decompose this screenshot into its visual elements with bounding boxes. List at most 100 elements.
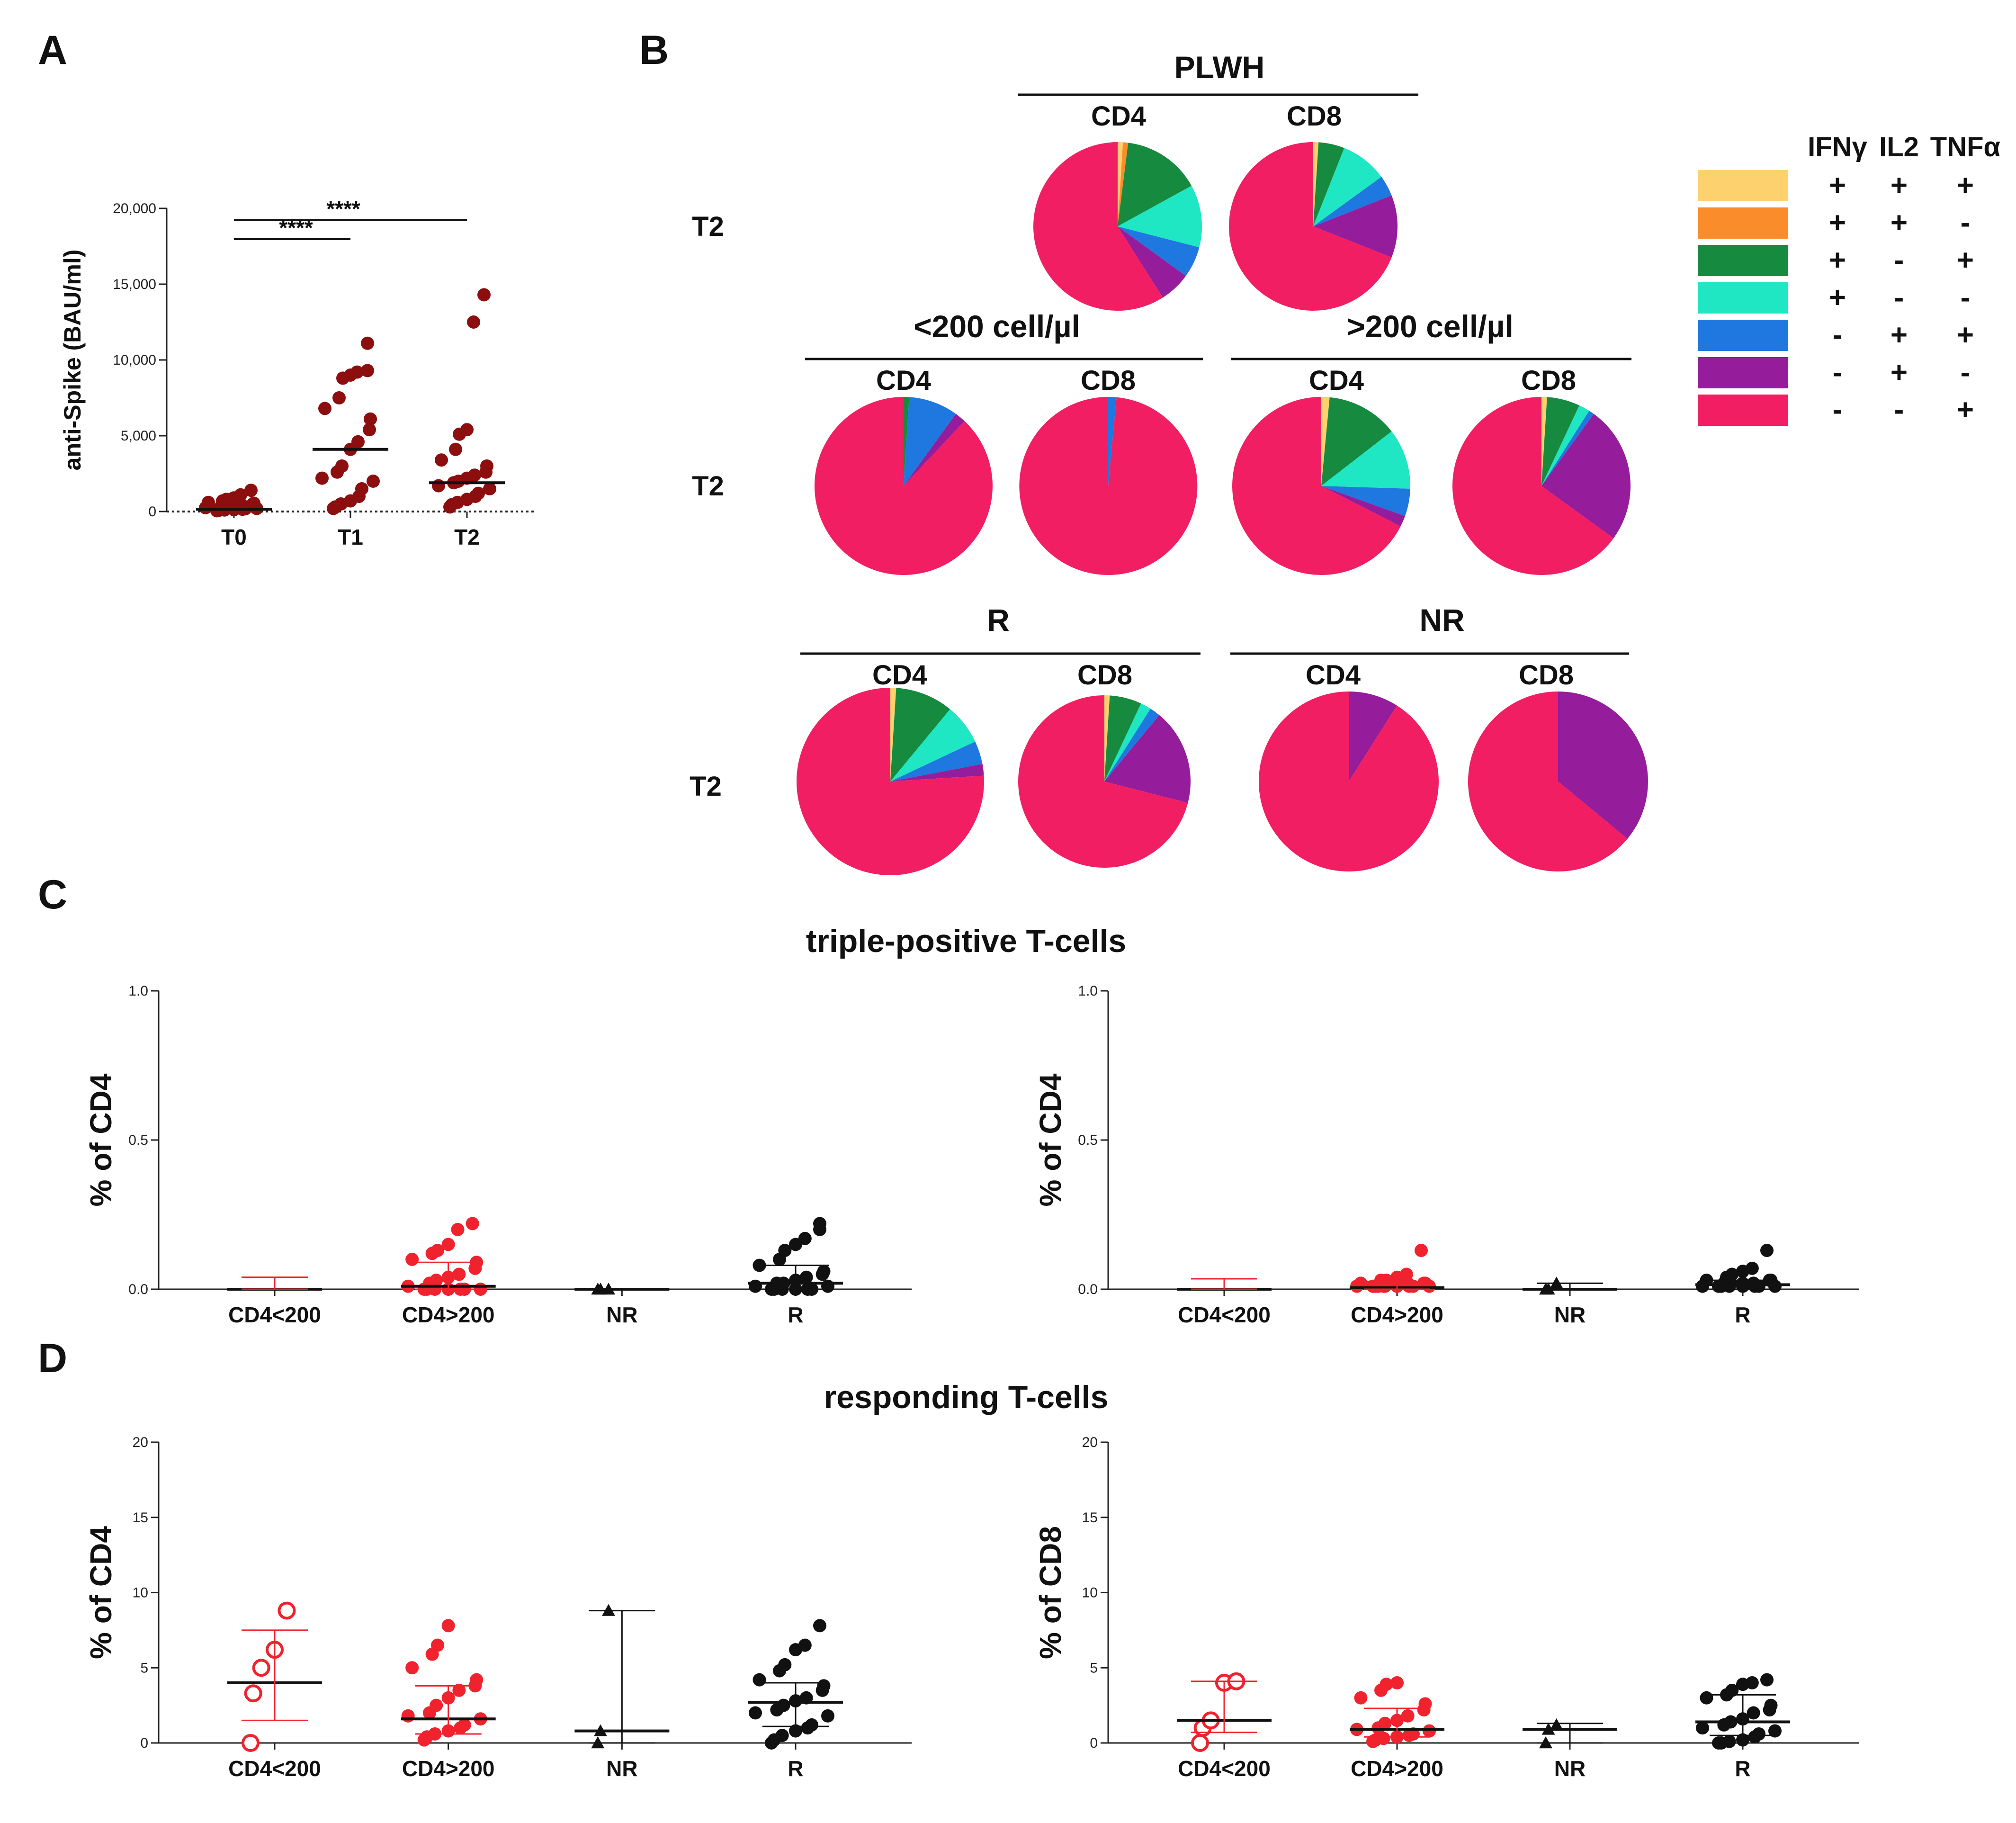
pie-slice: [890, 688, 896, 781]
y-tick-label: 0.5: [1078, 1132, 1098, 1148]
data-point: [1745, 1261, 1759, 1275]
data-point: [361, 364, 374, 377]
data-point: [1760, 1673, 1774, 1687]
data-point: [367, 475, 380, 488]
data-point: [432, 479, 445, 493]
legend-sign: -: [1961, 207, 1971, 239]
pie-slice: [1033, 142, 1163, 311]
chart-c-left: 0.0 0.5 1.0 % of CD4 CD4<200 CD4>200 NR R: [84, 983, 912, 1327]
x-category-label: T1: [338, 525, 363, 549]
data-point: [472, 486, 485, 500]
timepoint-label-row2: T2: [692, 471, 724, 502]
legend-sign: -: [1894, 281, 1904, 314]
data-point: [451, 1223, 465, 1236]
x-category-label: R: [788, 1756, 803, 1781]
x-category-label: T2: [454, 525, 480, 549]
y-tick-label: 0: [140, 1735, 148, 1751]
data-point: [1191, 1734, 1209, 1752]
pie-slice: [890, 763, 984, 781]
data-point: [1415, 1244, 1428, 1257]
data-point: [1700, 1691, 1713, 1705]
pie-slice: [1541, 413, 1631, 539]
header-gt200: >200 cell/µl: [1347, 309, 1514, 344]
pie-label-plwh-cd4: CD4: [1091, 101, 1146, 132]
x-category-label: CD4>200: [402, 1756, 495, 1781]
data-point: [821, 1709, 834, 1723]
x-category-label: R: [1735, 1302, 1750, 1327]
x-category-label: CD4>200: [1351, 1302, 1443, 1327]
data-point: [817, 1679, 831, 1693]
pie-slice: [890, 709, 976, 781]
legend-sign: +: [1957, 394, 1974, 426]
y-tick-label: 1.0: [1078, 983, 1098, 999]
data-point: [441, 1619, 455, 1633]
y-tick-label: 5: [140, 1660, 148, 1676]
data-point: [335, 459, 349, 473]
x-category-label: CD4<200: [228, 1302, 321, 1327]
chart-c-right: 0.0 0.5 1.0 % of CD4 CD4<200 CD4>200 NR R: [1033, 983, 1859, 1327]
legend-sign: +: [1829, 244, 1846, 277]
data-point: [1764, 1698, 1778, 1712]
pie-label-plwh-cd8: CD8: [1287, 101, 1342, 132]
panel-label-c: C: [38, 872, 67, 917]
x-category-label: NR: [606, 1756, 637, 1781]
data-point: [1752, 1727, 1765, 1741]
x-category-label: R: [1735, 1756, 1750, 1781]
y-tick-label: 20: [133, 1435, 148, 1450]
pie-slice: [1313, 177, 1392, 226]
legend-sign: +: [1891, 319, 1908, 351]
legend-sign: +: [1891, 207, 1908, 239]
data-point: [1747, 1706, 1760, 1720]
significance-label: ****: [326, 197, 360, 221]
legend-sign: +: [1829, 169, 1846, 202]
y-tick-label: 0: [1090, 1735, 1098, 1751]
data-point: [1380, 1678, 1393, 1691]
data-point: [430, 1274, 443, 1287]
pie-slice: [1104, 695, 1141, 781]
data-point: [355, 482, 368, 495]
data-point: [431, 1638, 444, 1652]
data-point: [202, 495, 215, 509]
data-point: [1725, 1683, 1739, 1697]
pie-label-r-cd8: CD8: [1077, 660, 1132, 691]
pie-slice: [1321, 397, 1392, 486]
pie-slice: [904, 397, 909, 486]
legend-sign: +: [1891, 169, 1908, 202]
legend-rows: + + + + + - + - + + - - - + + - + - - - +: [1698, 169, 1974, 426]
y-tick-label: 5: [1090, 1660, 1098, 1676]
pie-slice: [1118, 142, 1123, 226]
x-category-label: CD4<200: [1178, 1756, 1271, 1781]
pie-label-nr-cd8: CD8: [1519, 660, 1574, 691]
pie-slice: [1321, 396, 1330, 486]
pie-slice: [814, 397, 993, 575]
legend-sign: -: [1894, 244, 1904, 277]
y-tick-label: 10: [133, 1585, 148, 1601]
significance-label: ****: [279, 216, 313, 240]
pie-slice: [1321, 486, 1405, 527]
pie-slice: [1313, 142, 1344, 226]
data-point: [798, 1638, 812, 1652]
y-tick-label: 15: [133, 1510, 148, 1526]
legend-swatch: [1698, 282, 1788, 314]
data-point: [252, 1659, 270, 1677]
data-point: [452, 1683, 466, 1697]
data-point: [1377, 1732, 1390, 1745]
data-point: [799, 1270, 813, 1284]
pie-slice: [1118, 226, 1186, 298]
pie-slice: [1118, 186, 1202, 248]
pie-slice: [1104, 703, 1151, 781]
data-point: [749, 1279, 762, 1293]
y-tick-label: 0.0: [128, 1282, 148, 1297]
y-tick-label: 0.0: [1078, 1282, 1098, 1297]
pie-slice: [1321, 486, 1410, 516]
data-point: [805, 1718, 818, 1732]
pie-slice: [796, 688, 984, 875]
pie-label-r-cd4: CD4: [872, 660, 927, 691]
x-category-label: CD4<200: [1178, 1302, 1271, 1327]
data-point: [1745, 1676, 1759, 1689]
data-point: [405, 1253, 419, 1266]
pie-slice: [1258, 691, 1439, 871]
data-point: [351, 435, 365, 449]
pie-slice: [1019, 397, 1198, 575]
